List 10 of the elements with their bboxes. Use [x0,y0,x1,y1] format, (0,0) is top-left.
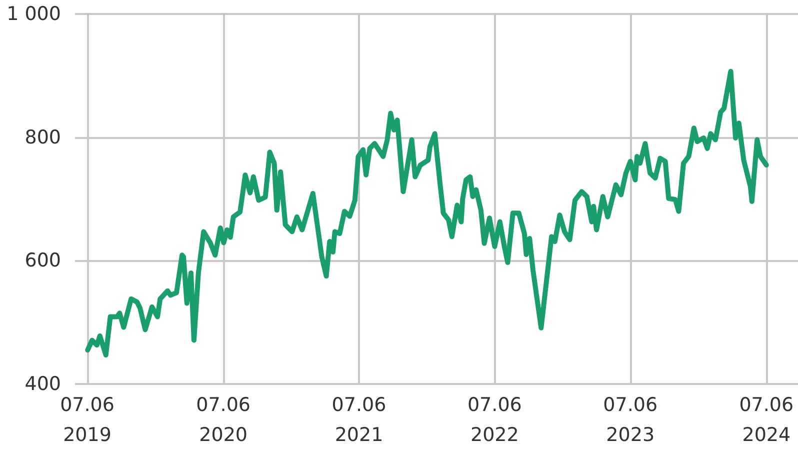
x-tick-label: 07.06 2022 [467,394,522,446]
x-tick-label: 07.06 2020 [196,394,251,446]
x-tick-label: 07.06 2021 [332,394,386,446]
x-tick-label: 07.06 2024 [739,394,794,446]
y-tick-label: 800 [24,126,61,148]
y-tick-label: 600 [24,250,61,272]
y-tick-label: 1 000 [6,3,61,25]
y-tick-label: 400 [24,373,61,395]
x-tick-label: 07.06 2019 [60,394,114,446]
x-tick-label: 07.06 2023 [603,394,658,446]
